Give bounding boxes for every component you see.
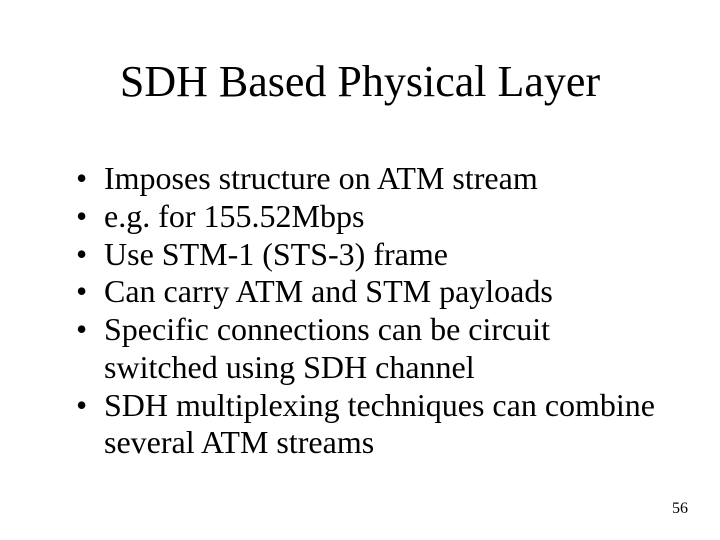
list-item: Use STM-1 (STS-3) frame: [70, 236, 670, 274]
page-number: 56: [672, 500, 688, 518]
slide-body: Imposes structure on ATM stream e.g. for…: [70, 160, 670, 462]
slide: SDH Based Physical Layer Imposes structu…: [0, 0, 720, 540]
slide-title: SDH Based Physical Layer: [0, 56, 720, 107]
list-item: Specific connections can be circuit swit…: [70, 311, 670, 387]
list-item: e.g. for 155.52Mbps: [70, 198, 670, 236]
bullet-list: Imposes structure on ATM stream e.g. for…: [70, 160, 670, 462]
list-item: SDH multiplexing techniques can combine …: [70, 387, 670, 463]
list-item: Can carry ATM and STM payloads: [70, 273, 670, 311]
list-item: Imposes structure on ATM stream: [70, 160, 670, 198]
